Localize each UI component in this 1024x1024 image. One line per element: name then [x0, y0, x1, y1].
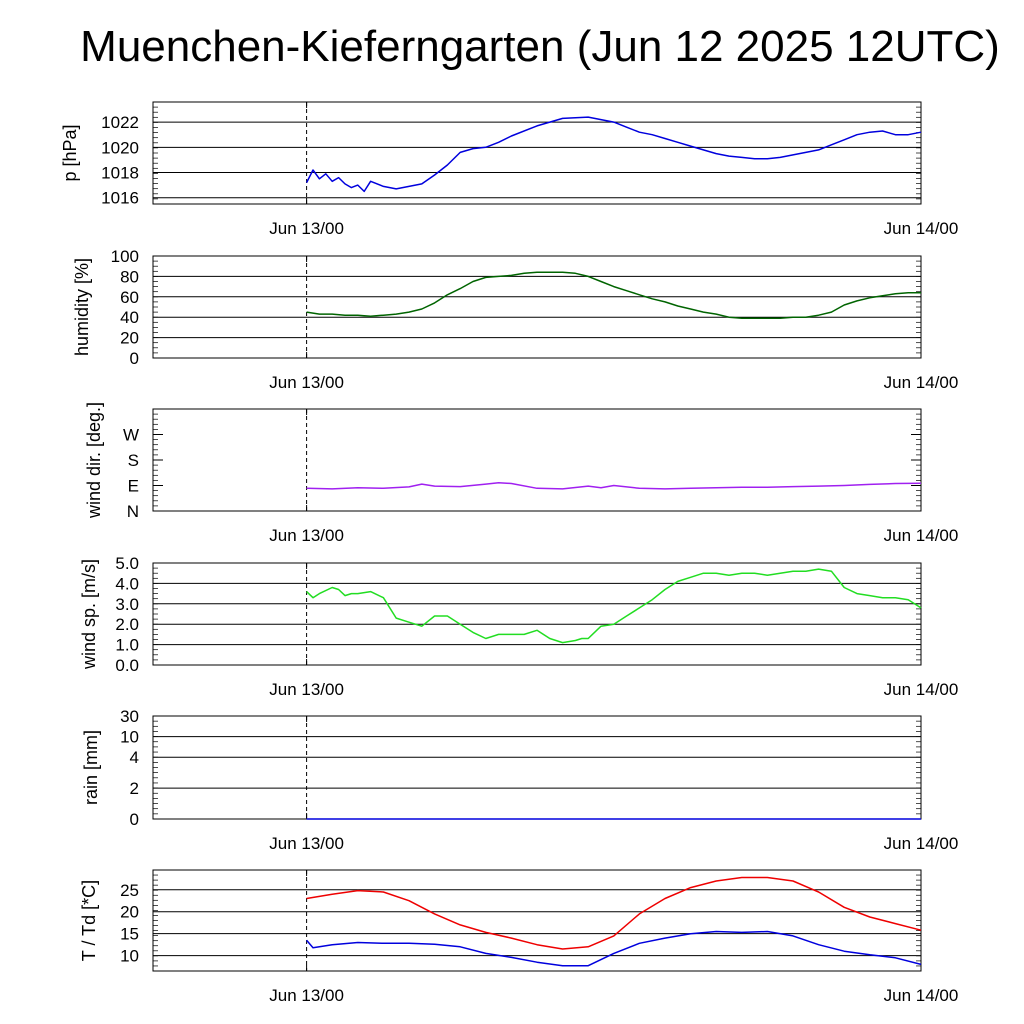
y-axis-label: wind dir. [deg.] — [84, 402, 104, 519]
x-tick-label: Jun 13/00 — [269, 986, 344, 1005]
x-tick-label: Jun 13/00 — [269, 219, 344, 238]
chart-title: Muenchen-Kieferngarten (Jun 12 2025 12UT… — [80, 22, 1000, 71]
x-tick-label: Jun 14/00 — [884, 526, 959, 545]
panel-frame — [152, 562, 922, 666]
y-tick-label: 0 — [130, 349, 139, 368]
y-tick-label: 2.0 — [115, 615, 139, 634]
y-tick-label: 1018 — [101, 164, 139, 183]
y-tick-label: 10 — [120, 947, 139, 966]
y-tick-label: 60 — [120, 288, 139, 307]
series-line-3-0 — [306, 568, 922, 644]
y-tick-label: N — [127, 502, 139, 521]
y-tick-label: 20 — [120, 329, 139, 348]
y-tick-label: 15 — [120, 925, 139, 944]
panel-frame — [152, 715, 922, 820]
y-axis-label: humidity [%] — [72, 258, 92, 356]
y-tick-label: 40 — [120, 308, 139, 327]
panel-frame — [152, 408, 922, 512]
x-tick-label: Jun 14/00 — [884, 834, 959, 853]
y-tick-label: 1.0 — [115, 636, 139, 655]
y-tick-label: 100 — [111, 247, 139, 266]
x-tick-label: Jun 13/00 — [269, 526, 344, 545]
y-tick-label: 0 — [130, 810, 139, 829]
y-tick-label: 3.0 — [115, 595, 139, 614]
y-tick-label: 1020 — [101, 138, 139, 157]
y-tick-label: 80 — [120, 267, 139, 286]
y-axis-label: wind sp. [m/s] — [79, 559, 99, 670]
panel-frame — [152, 255, 922, 359]
series-line-5-1 — [306, 930, 922, 967]
y-tick-label: 5.0 — [115, 554, 139, 573]
y-tick-label: 30 — [120, 707, 139, 726]
y-axis-label: p [hPa] — [60, 124, 80, 181]
series-line-2-0 — [306, 481, 922, 490]
x-tick-label: Jun 13/00 — [269, 373, 344, 392]
y-tick-label: W — [123, 426, 139, 445]
y-tick-label: 10 — [120, 728, 139, 747]
x-tick-label: Jun 14/00 — [884, 680, 959, 699]
y-tick-label: 4 — [130, 748, 139, 767]
x-tick-label: Jun 14/00 — [884, 986, 959, 1005]
x-tick-label: Jun 13/00 — [269, 680, 344, 699]
x-tick-label: Jun 14/00 — [884, 219, 959, 238]
y-tick-label: 20 — [120, 903, 139, 922]
y-tick-label: 0.0 — [115, 656, 139, 675]
series-line-5-0 — [306, 876, 922, 950]
y-tick-label: 1016 — [101, 189, 139, 208]
y-tick-label: 1022 — [101, 113, 139, 132]
y-axis-label: T / Td [*C] — [79, 880, 99, 961]
y-axis-label: rain [mm] — [81, 730, 101, 805]
y-tick-label: E — [128, 477, 139, 496]
series-line-1-0 — [306, 271, 921, 319]
x-tick-label: Jun 13/00 — [269, 834, 344, 853]
x-tick-label: Jun 14/00 — [884, 373, 959, 392]
y-tick-label: 4.0 — [115, 574, 139, 593]
series-line-0-0 — [305, 116, 922, 193]
y-tick-label: 2 — [130, 779, 139, 798]
y-tick-label: 25 — [120, 881, 139, 900]
y-tick-label: S — [128, 451, 139, 470]
